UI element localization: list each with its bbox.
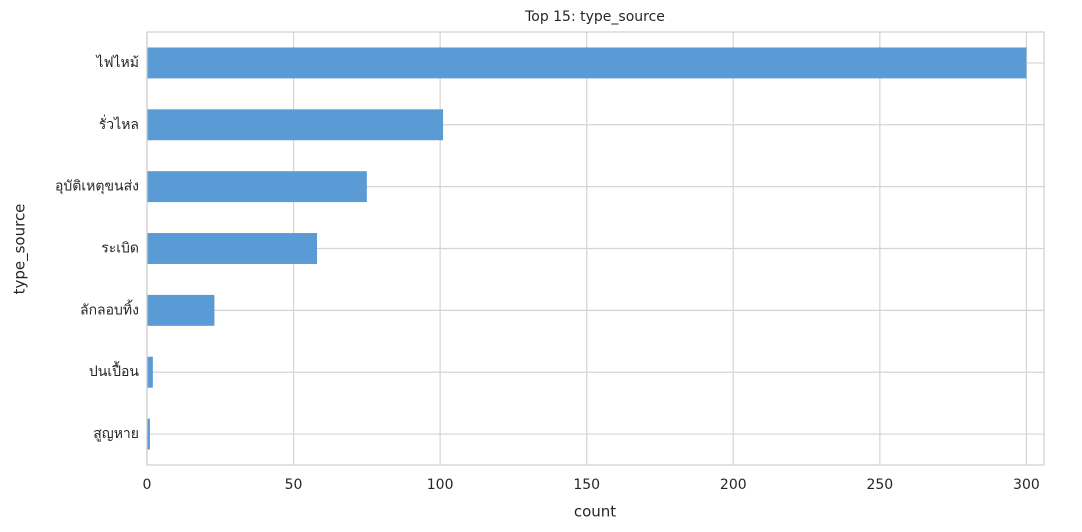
bar [147,418,150,450]
x-tick-label: 100 [427,477,454,493]
x-tick-label: 50 [285,477,303,493]
x-tick-label: 150 [573,477,600,493]
y-tick-label: ไฟไหม้ [96,54,139,71]
x-tick-label: 250 [866,477,893,493]
bar [147,356,153,388]
y-tick-label: รั่วไหล [99,115,139,133]
y-tick-label: ปนเปื้อน [89,361,140,380]
y-tick-label: ลักลอบทิ้ง [80,299,139,318]
plot-frame [146,31,1045,466]
bar [147,47,1027,79]
bar [147,233,318,264]
y-tick-label: อุบัติเหตุขนส่ง [55,179,139,195]
bar [147,171,367,203]
bar [147,294,215,326]
chart-title: Top 15: type_source [524,9,665,25]
y-axis-label: type_source [11,204,30,295]
y-tick-label: สูญหาย [93,426,139,442]
bar [147,109,444,141]
x-tick-label: 200 [720,477,747,493]
x-axis-label: count [574,503,616,521]
x-tick-label: 0 [143,477,152,493]
x-tick-label: 300 [1013,477,1040,493]
y-tick-label: ระเบิด [101,241,139,257]
